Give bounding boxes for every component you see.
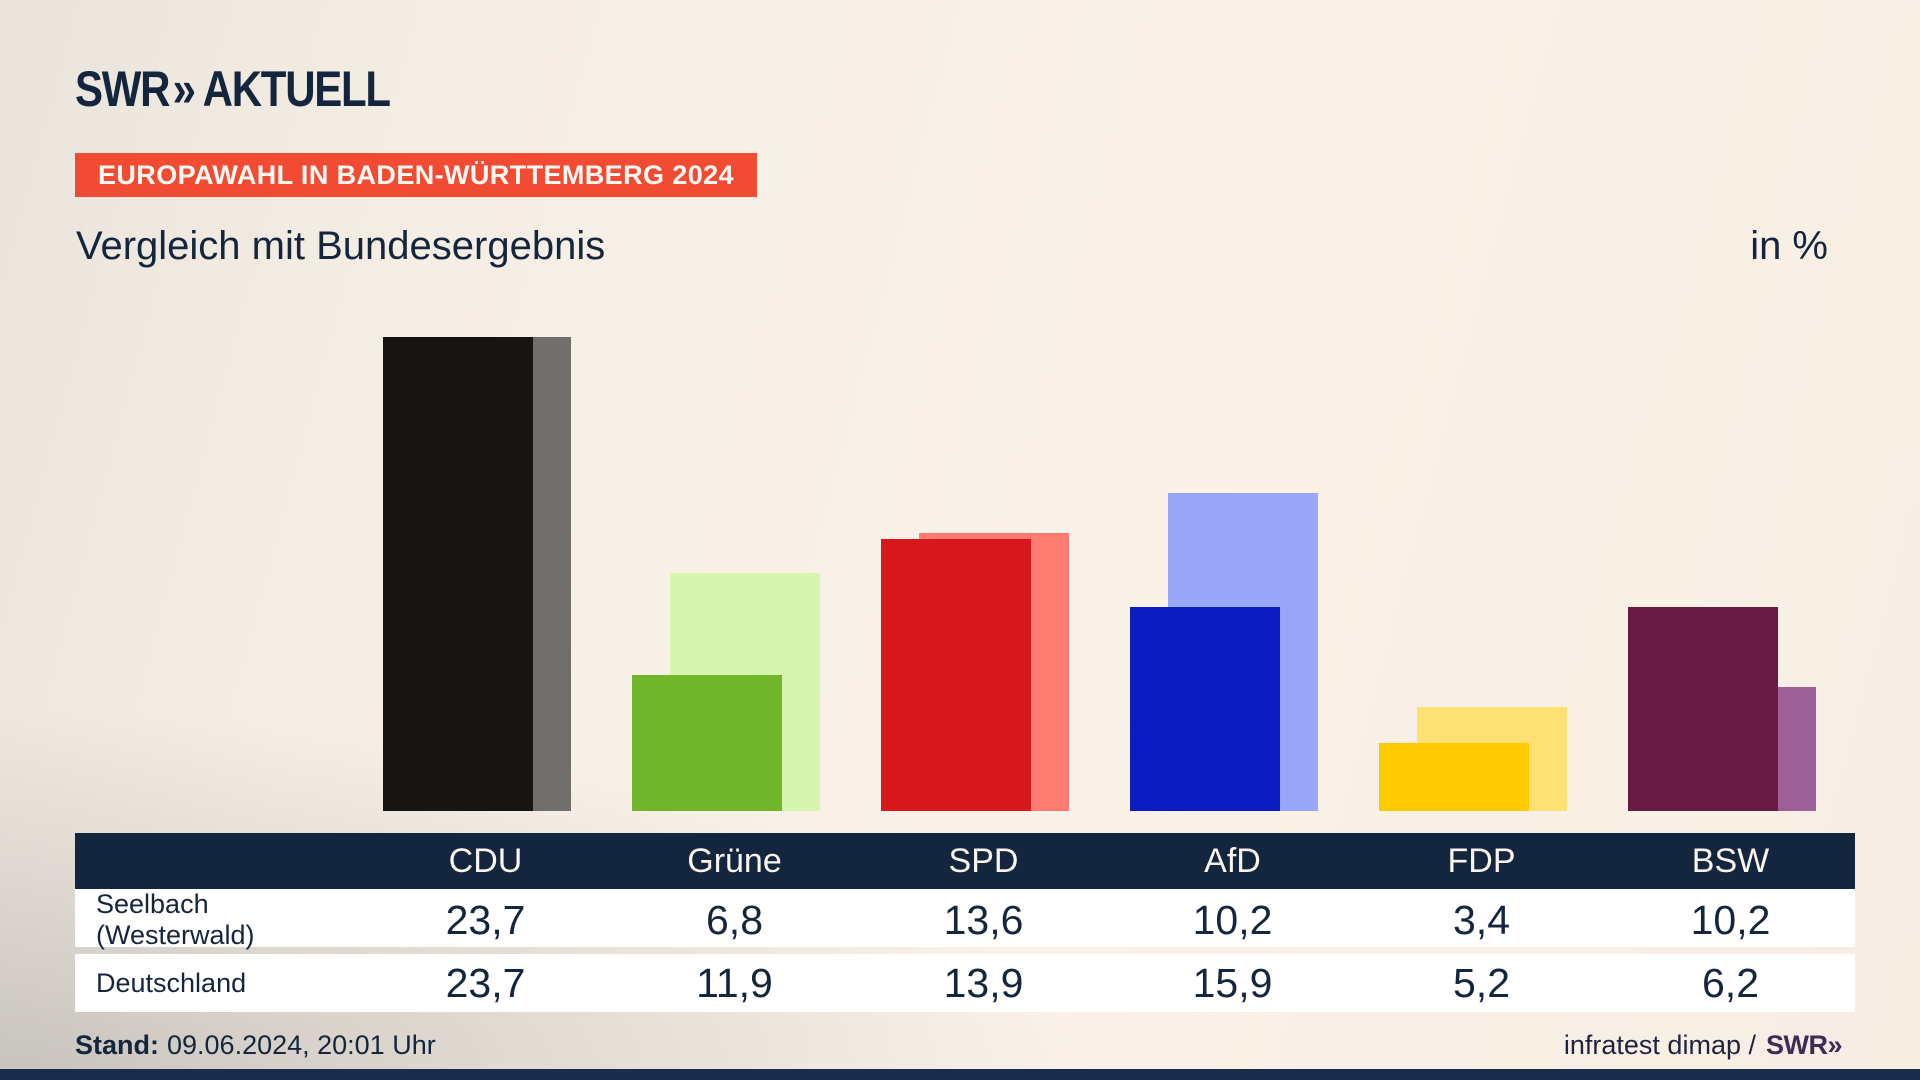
row-label: Seelbach (Westerwald) [96, 889, 255, 950]
unit-label: in % [1750, 224, 1828, 268]
bar-cdu-front [383, 337, 533, 811]
topic-badge: EUROPAWAHL IN BADEN-WÜRTTEMBERG 2024 [75, 153, 757, 197]
value-cell: 23,7 [445, 896, 526, 943]
chart-area [383, 337, 1816, 811]
table-body: Seelbach (Westerwald) 23,7 6,8 13,6 10,2 3,4 1… [75, 889, 1855, 1012]
logo-aktuell-text: AKTUELL [202, 61, 391, 117]
table-row-1: Deutschland 23,7 11,9 13,9 15,9 5,2 6,2 [75, 954, 1855, 1012]
header-corner-cell [75, 833, 361, 889]
swr-logo-small: SWR» [1765, 1030, 1843, 1060]
value-cell: 10,2 [1690, 896, 1771, 943]
table-row-0: Seelbach (Westerwald) 23,7 6,8 13,6 10,2 3,4 1… [75, 889, 1855, 950]
chart-title: Vergleich mit Bundesergebnis [76, 224, 606, 268]
results-table: CDU Grüne SPD AfD FDP BSW Seelbach (Westerwal… [75, 833, 1855, 1012]
value-cell: 10,2 [1192, 896, 1273, 943]
bar-fdp-front [1379, 743, 1529, 811]
bar-spd-front [881, 539, 1031, 811]
value-cell: 15,9 [1192, 959, 1273, 1006]
value-cell: 11,9 [696, 959, 773, 1006]
column-header-cdu: CDU [448, 841, 523, 880]
table-header-row: CDU Grüne SPD AfD FDP BSW [75, 833, 1855, 889]
value-cell: 6,2 [1702, 959, 1759, 1006]
bar-bsw-front [1628, 607, 1778, 811]
value-cell: 13,6 [943, 896, 1024, 943]
logo-swr-text: SWR [75, 61, 170, 117]
status-timestamp: Stand: 09.06.2024, 20:01 Uhr [75, 1030, 436, 1061]
column-header-afd: AfD [1204, 841, 1261, 880]
bar-grüne-front [632, 675, 782, 811]
value-cell: 13,9 [943, 959, 1024, 1006]
column-header-grüne: Grüne [687, 841, 782, 880]
row-label: Deutschland [96, 967, 247, 998]
value-cell: 23,7 [445, 959, 526, 1006]
value-cell: 3,4 [1453, 896, 1510, 943]
double-chevron-icon: » [172, 61, 196, 117]
bottom-navy-strip [0, 1069, 1920, 1080]
column-header-fdp: FDP [1447, 841, 1516, 880]
stand-value: 09.06.2024, 20:01 Uhr [167, 1030, 436, 1060]
bar-afd-front [1130, 607, 1280, 811]
source-credit: infratest dimap / SWR» [1563, 1030, 1843, 1061]
stand-label: Stand: [75, 1030, 159, 1060]
value-cell: 5,2 [1453, 959, 1510, 1006]
value-cell: 6,8 [706, 896, 763, 943]
column-header-bsw: BSW [1691, 841, 1770, 880]
column-header-spd: SPD [948, 841, 1019, 880]
swr-aktuell-logo: SWR» AKTUELL [75, 60, 391, 118]
source-text: infratest dimap / [1563, 1030, 1756, 1060]
